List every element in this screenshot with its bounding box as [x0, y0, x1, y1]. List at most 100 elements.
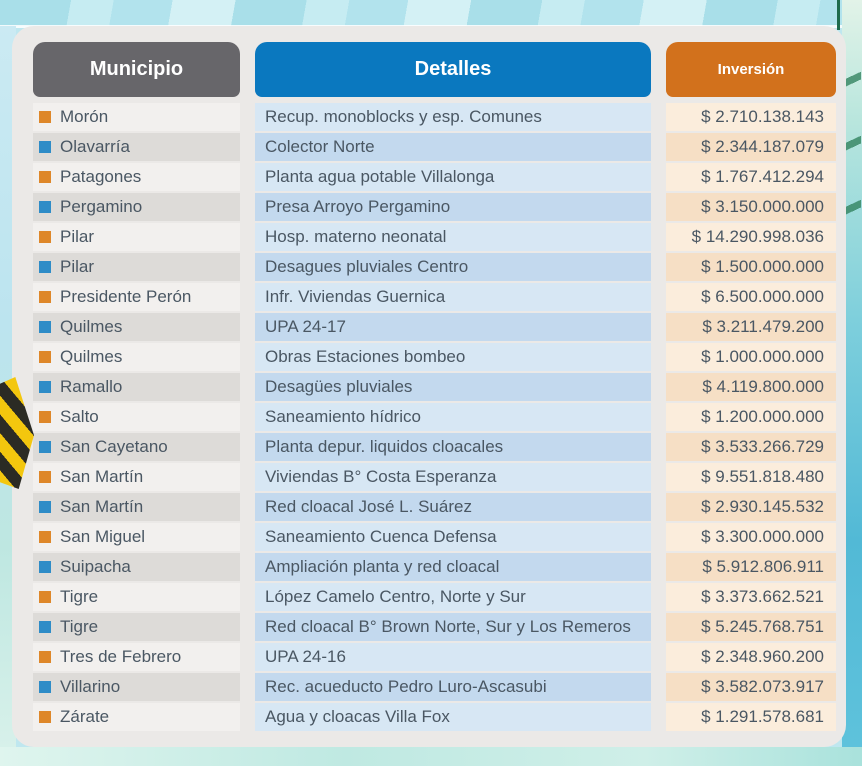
- inversion-amount: $ 1.291.578.681: [666, 703, 836, 731]
- table-header-inversion: Inversión: [666, 42, 836, 97]
- municipio-name: San Martín: [60, 497, 144, 516]
- table-row: Tigre López Camelo Centro, Norte y Sur $ 3…: [33, 583, 836, 611]
- table-row: Tres de Febrero UPA 24-16 $ 2.348.960.200: [33, 643, 836, 671]
- inversion-amount: $ 3.533.266.729: [666, 433, 836, 461]
- table-row: Quilmes Obras Estaciones bombeo $ 1.000.00…: [33, 343, 836, 371]
- detalle-text: Rec. acueducto Pedro Luro-Ascasubi: [255, 673, 651, 701]
- blue-square-bullet-icon: [39, 141, 51, 153]
- table-header-municipio: Municipio: [33, 42, 240, 97]
- municipio-cell: Quilmes: [33, 343, 240, 371]
- municipio-name: Suipacha: [60, 557, 131, 576]
- detalle-text: Hosp. materno neonatal: [255, 223, 651, 251]
- municipio-cell: Patagones: [33, 163, 240, 191]
- detalle-text: Saneamiento hídrico: [255, 403, 651, 431]
- detalle-text: Viviendas B° Costa Esperanza: [255, 463, 651, 491]
- blue-square-bullet-icon: [39, 441, 51, 453]
- orange-square-bullet-icon: [39, 711, 51, 723]
- municipio-name: Patagones: [60, 167, 142, 186]
- blue-square-bullet-icon: [39, 501, 51, 513]
- table-row: Pilar Hosp. materno neonatal $ 14.290.998.…: [33, 223, 836, 251]
- municipio-cell: San Cayetano: [33, 433, 240, 461]
- municipio-cell: Olavarría: [33, 133, 240, 161]
- investment-table-card: Municipio Detalles Inversión Morón Recup.…: [12, 26, 846, 747]
- municipio-name: Morón: [60, 107, 109, 126]
- blue-square-bullet-icon: [39, 261, 51, 273]
- table-row: Ramallo Desagües pluviales $ 4.119.800.000: [33, 373, 836, 401]
- municipio-cell: Quilmes: [33, 313, 240, 341]
- inversion-amount: $ 2.930.145.532: [666, 493, 836, 521]
- table-row: Olavarría Colector Norte $ 2.344.187.079: [33, 133, 836, 161]
- municipio-name: Pilar: [60, 257, 95, 276]
- orange-square-bullet-icon: [39, 171, 51, 183]
- municipio-cell: Villarino: [33, 673, 240, 701]
- detalle-text: UPA 24-16: [255, 643, 651, 671]
- municipio-name: Salto: [60, 407, 99, 426]
- table-row: Pergamino Presa Arroyo Pergamino $ 3.150.0…: [33, 193, 836, 221]
- municipio-cell: San Martín: [33, 493, 240, 521]
- municipio-name: Quilmes: [60, 347, 123, 366]
- orange-square-bullet-icon: [39, 111, 51, 123]
- municipio-cell: Pergamino: [33, 193, 240, 221]
- table-row: San Miguel Saneamiento Cuenca Defensa $ 3.…: [33, 523, 836, 551]
- blue-square-bullet-icon: [39, 321, 51, 333]
- table-row: Quilmes UPA 24-17 $ 3.211.479.200: [33, 313, 836, 341]
- municipio-name: Tigre: [60, 617, 99, 636]
- inversion-amount: $ 9.551.818.480: [666, 463, 836, 491]
- orange-square-bullet-icon: [39, 231, 51, 243]
- table-row: San Cayetano Planta depur. liquidos cloac…: [33, 433, 836, 461]
- inversion-amount: $ 1.767.412.294: [666, 163, 836, 191]
- detalle-text: Red cloacal José L. Suárez: [255, 493, 651, 521]
- inversion-amount: $ 14.290.998.036: [666, 223, 836, 251]
- inversion-amount: $ 2.348.960.200: [666, 643, 836, 671]
- municipio-cell: San Miguel: [33, 523, 240, 551]
- inversion-amount: $ 3.582.073.917: [666, 673, 836, 701]
- orange-square-bullet-icon: [39, 411, 51, 423]
- orange-square-bullet-icon: [39, 291, 51, 303]
- table-row: San Martín Viviendas B° Costa Esperanza $ …: [33, 463, 836, 491]
- background-bottom-strip: [0, 747, 862, 766]
- table-row: San Martín Red cloacal José L. Suárez $ 2.…: [33, 493, 836, 521]
- blue-square-bullet-icon: [39, 381, 51, 393]
- detalle-text: Obras Estaciones bombeo: [255, 343, 651, 371]
- municipio-name: Ramallo: [60, 377, 123, 396]
- municipio-cell: Salto: [33, 403, 240, 431]
- table-header-row: Municipio Detalles Inversión: [33, 42, 836, 97]
- inversion-amount: $ 5.245.768.751: [666, 613, 836, 641]
- investment-table: Municipio Detalles Inversión Morón Recup.…: [33, 42, 836, 731]
- inversion-amount: $ 3.150.000.000: [666, 193, 836, 221]
- municipio-cell: Pilar: [33, 253, 240, 281]
- municipio-name: San Miguel: [60, 527, 146, 546]
- municipio-name: Presidente Perón: [60, 287, 192, 306]
- municipio-cell: Zárate: [33, 703, 240, 731]
- inversion-amount: $ 5.912.806.911: [666, 553, 836, 581]
- municipio-cell: Presidente Perón: [33, 283, 240, 311]
- table-row: Tigre Red cloacal B° Brown Norte, Sur y L…: [33, 613, 836, 641]
- detalle-text: Agua y cloacas Villa Fox: [255, 703, 651, 731]
- detalle-text: Red cloacal B° Brown Norte, Sur y Los Re…: [255, 613, 651, 641]
- orange-square-bullet-icon: [39, 531, 51, 543]
- blue-square-bullet-icon: [39, 681, 51, 693]
- inversion-amount: $ 3.211.479.200: [666, 313, 836, 341]
- table-row: Salto Saneamiento hídrico $ 1.200.000.000: [33, 403, 836, 431]
- detalle-text: Presa Arroyo Pergamino: [255, 193, 651, 221]
- municipio-cell: Tigre: [33, 613, 240, 641]
- orange-square-bullet-icon: [39, 591, 51, 603]
- municipio-cell: San Martín: [33, 463, 240, 491]
- orange-square-bullet-icon: [39, 351, 51, 363]
- inversion-amount: $ 4.119.800.000: [666, 373, 836, 401]
- background-right-strip: [837, 0, 862, 766]
- municipio-name: San Martín: [60, 467, 144, 486]
- orange-square-bullet-icon: [39, 471, 51, 483]
- table-header-detalles: Detalles: [255, 42, 651, 97]
- blue-square-bullet-icon: [39, 201, 51, 213]
- inversion-amount: $ 6.500.000.000: [666, 283, 836, 311]
- blue-square-bullet-icon: [39, 561, 51, 573]
- inversion-amount: $ 2.344.187.079: [666, 133, 836, 161]
- table-row: Pilar Desagues pluviales Centro $ 1.500.00…: [33, 253, 836, 281]
- inversion-amount: $ 1.000.000.000: [666, 343, 836, 371]
- detalle-text: Recup. monoblocks y esp. Comunes: [255, 103, 651, 131]
- detalle-text: Colector Norte: [255, 133, 651, 161]
- municipio-cell: Pilar: [33, 223, 240, 251]
- inversion-amount: $ 1.200.000.000: [666, 403, 836, 431]
- detalle-text: López Camelo Centro, Norte y Sur: [255, 583, 651, 611]
